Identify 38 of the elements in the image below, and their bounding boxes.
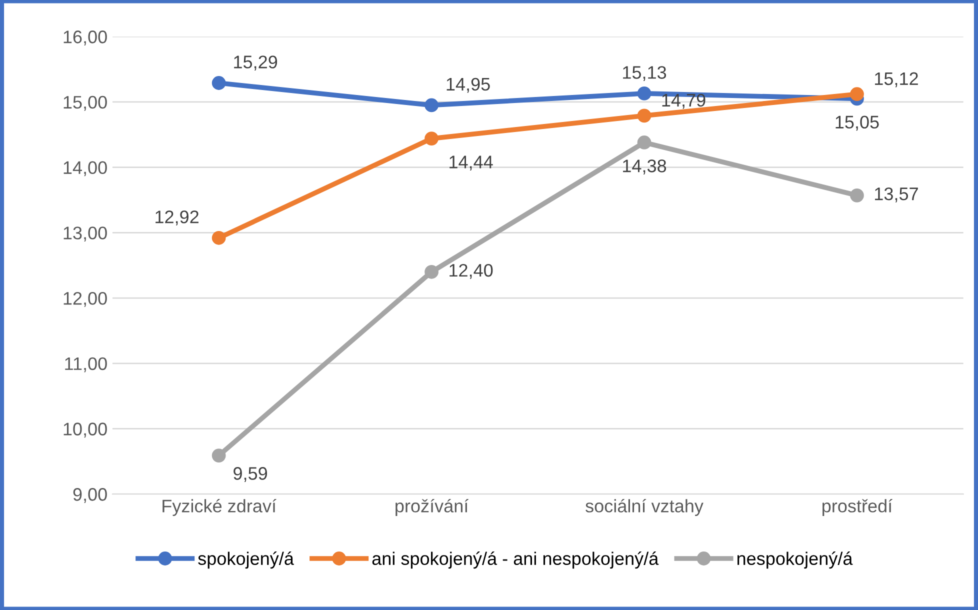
y-tick-label: 16,00	[64, 30, 107, 46]
y-tick-label: 11,00	[65, 357, 107, 372]
data-label: 14,79	[662, 94, 706, 109]
data-label: 12,40	[450, 264, 493, 279]
y-tick-label: 10,00	[64, 422, 107, 438]
data-label: 9,59	[234, 467, 267, 482]
data-label: 15,29	[234, 56, 278, 71]
y-tick-label: 15,00	[64, 96, 107, 111]
legend-label: ani spokojený/á - ani nespokojený/á	[372, 552, 659, 569]
data-label: 14,44	[450, 156, 493, 171]
data-label: 14,95	[446, 78, 490, 93]
point	[212, 76, 226, 90]
data-label: 15,13	[623, 66, 666, 81]
x-tick-label: prožívání	[396, 498, 469, 516]
y-tick-label: 9,00	[73, 488, 107, 503]
point	[850, 188, 864, 202]
point	[424, 264, 438, 279]
y-tick-label: 13,00	[64, 226, 107, 242]
x-tick-label: sociální vztahy	[586, 498, 704, 516]
legend-label: spokojený/á	[198, 552, 294, 569]
x-tick-label: Fyzické zdraví	[162, 498, 276, 516]
point	[637, 86, 652, 100]
data-label: 15,12	[875, 72, 918, 88]
data-label: 15,05	[836, 116, 879, 131]
point	[637, 108, 652, 123]
x-tick-label: prostředí	[822, 498, 893, 516]
data-label: 14,38	[623, 160, 666, 174]
point	[212, 230, 226, 245]
legend-label: nespokojený/á	[737, 552, 853, 569]
point	[850, 87, 864, 102]
y-tick-label: 12,00	[64, 292, 107, 307]
point	[424, 132, 438, 146]
data-label: 13,57	[875, 187, 918, 202]
data-label: 12,92	[156, 210, 198, 226]
point	[424, 98, 438, 112]
y-tick-label: 14,00	[64, 161, 107, 176]
point	[637, 136, 652, 150]
point	[212, 448, 226, 462]
